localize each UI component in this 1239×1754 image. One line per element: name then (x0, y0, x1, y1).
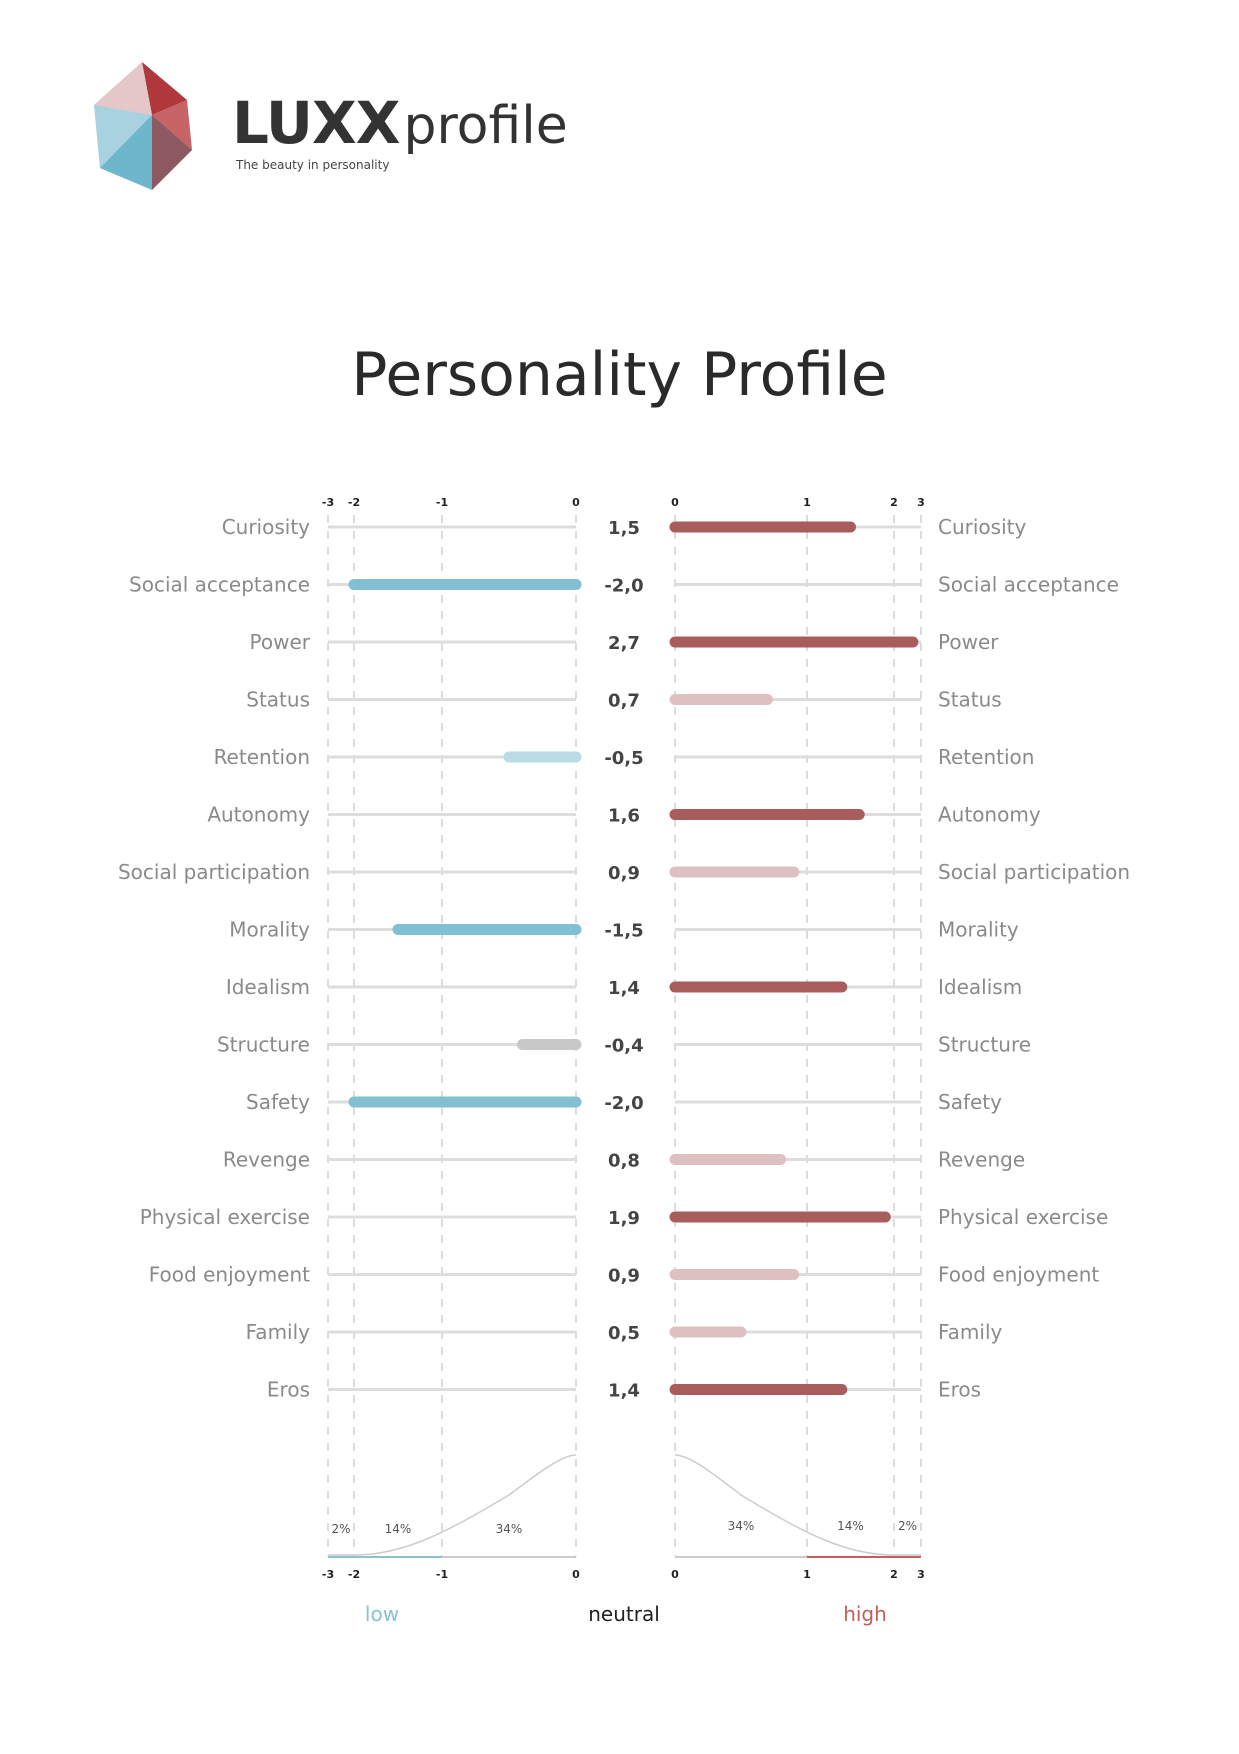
category-label-left: Power (250, 630, 311, 654)
category-label-right: Physical exercise (938, 1205, 1108, 1229)
category-label-right: Power (938, 630, 999, 654)
brand-suffix: profile (403, 96, 568, 156)
luxx-logo-icon (94, 62, 192, 190)
value-label: -2,0 (604, 1093, 643, 1114)
category-label-left: Curiosity (222, 515, 310, 539)
value-label: 1,4 (608, 978, 640, 999)
category-label-left: Social acceptance (129, 573, 310, 597)
percent-label: 34% (496, 1522, 523, 1536)
axis-tick-label: 0 (671, 1568, 679, 1581)
legend-low: low (365, 1602, 399, 1626)
category-label-left: Morality (229, 918, 310, 942)
brand-wordmark: LUXX profile (232, 94, 568, 152)
category-label-right: Autonomy (938, 803, 1041, 827)
value-label: 1,4 (608, 1381, 640, 1402)
category-label-left: Structure (217, 1033, 310, 1057)
category-label-right: Status (938, 688, 1002, 712)
axis-tick-label: -2 (348, 1568, 360, 1581)
category-label-right: Retention (938, 745, 1034, 769)
category-label-left: Social participation (118, 860, 310, 884)
brand-name: LUXX (232, 89, 400, 157)
value-label: 0,5 (608, 1323, 640, 1344)
axis-tick-label: 2 (890, 496, 898, 509)
axis-tick-label: 2 (890, 1568, 898, 1581)
category-label-right: Revenge (938, 1148, 1025, 1172)
category-label-left: Revenge (223, 1148, 310, 1172)
legend-neutral: neutral (588, 1602, 660, 1626)
percent-label: 2% (331, 1522, 350, 1536)
axis-tick-label: 0 (671, 496, 679, 509)
value-label: -0,5 (604, 748, 643, 769)
value-label: 1,6 (608, 806, 640, 827)
category-label-right: Curiosity (938, 515, 1026, 539)
percent-label: 2% (898, 1519, 917, 1533)
category-label-right: Safety (938, 1090, 1002, 1114)
category-label-left: Eros (267, 1378, 310, 1402)
category-label-right: Food enjoyment (938, 1263, 1099, 1287)
axis-tick-label: 0 (572, 496, 580, 509)
category-label-right: Social participation (938, 860, 1130, 884)
category-label-left: Idealism (226, 975, 310, 999)
category-label-left: Autonomy (207, 803, 310, 827)
category-label-right: Social acceptance (938, 573, 1119, 597)
category-label-right: Family (938, 1320, 1003, 1344)
value-label: 2,7 (608, 633, 640, 654)
axis-tick-label: -1 (436, 1568, 448, 1581)
percent-label: 14% (837, 1519, 864, 1533)
axis-tick-label: -3 (322, 1568, 334, 1581)
category-label-right: Structure (938, 1033, 1031, 1057)
value-label: 0,9 (608, 1266, 640, 1287)
category-label-right: Idealism (938, 975, 1022, 999)
page-title: Personality Profile (351, 340, 888, 410)
category-label-left: Retention (214, 745, 310, 769)
value-label: 0,8 (608, 1151, 640, 1172)
axis-tick-label: 3 (917, 496, 925, 509)
brand-tagline: The beauty in personality (236, 158, 390, 172)
category-label-left: Food enjoyment (149, 1263, 310, 1287)
axis-tick-label: 3 (917, 1568, 925, 1581)
legend-high: high (843, 1602, 887, 1626)
value-label: 0,7 (608, 691, 640, 712)
category-label-left: Status (246, 688, 310, 712)
category-label-right: Eros (938, 1378, 981, 1402)
value-label: -0,4 (604, 1036, 643, 1057)
category-label-right: Morality (938, 918, 1019, 942)
distribution-curve (674, 1454, 921, 1556)
axis-tick-label: -2 (348, 496, 360, 509)
value-label: -1,5 (604, 921, 643, 942)
value-label: 1,5 (608, 518, 640, 539)
percent-label: 14% (385, 1522, 412, 1536)
axis-tick-label: -3 (322, 496, 334, 509)
category-label-left: Family (246, 1320, 311, 1344)
value-label: 1,9 (608, 1208, 640, 1229)
percent-label: 34% (728, 1519, 755, 1533)
value-label: -2,0 (604, 576, 643, 597)
category-label-left: Physical exercise (140, 1205, 310, 1229)
axis-tick-label: 0 (572, 1568, 580, 1581)
distribution-curve (328, 1454, 577, 1556)
axis-tick-label: 1 (803, 1568, 811, 1581)
category-label-left: Safety (246, 1090, 310, 1114)
axis-tick-label: -1 (436, 496, 448, 509)
axis-tick-label: 1 (803, 496, 811, 509)
value-label: 0,9 (608, 863, 640, 884)
